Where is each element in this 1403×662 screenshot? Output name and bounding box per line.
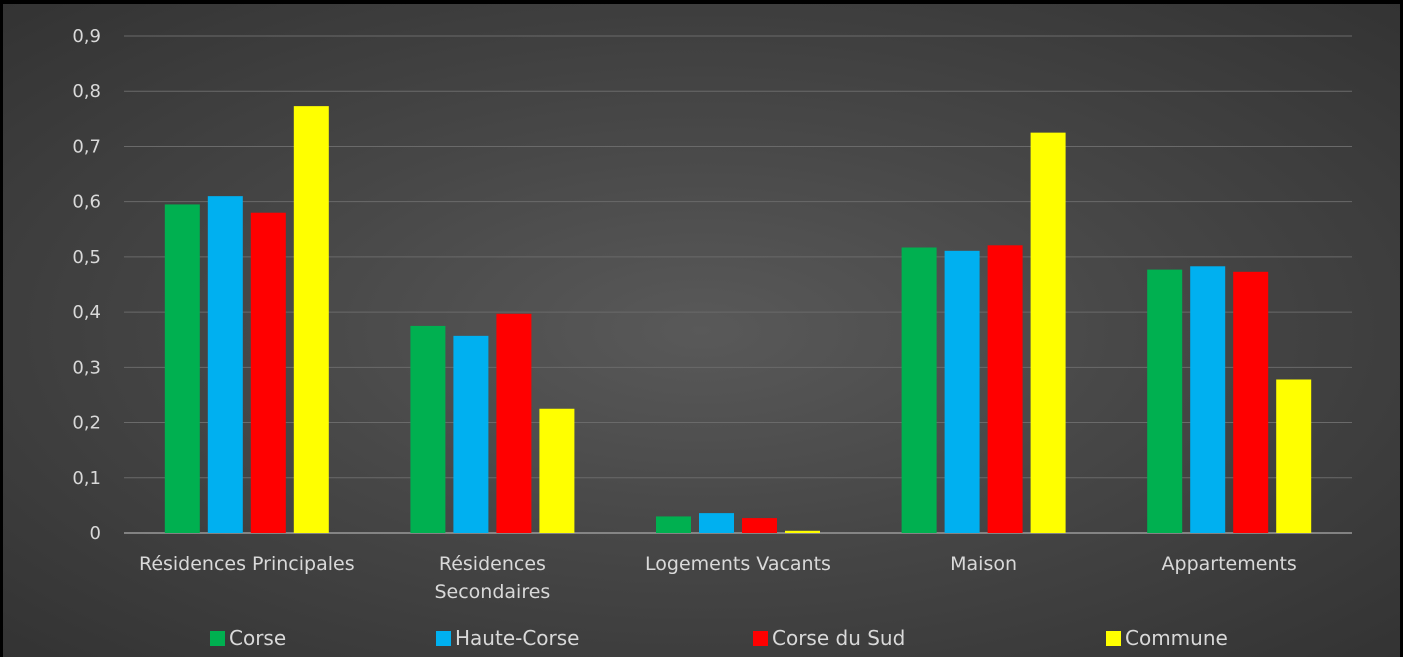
legend-label: Haute-Corse bbox=[455, 626, 579, 650]
legend-swatch bbox=[753, 631, 768, 646]
bar-commune bbox=[293, 106, 329, 533]
bar-chart: 0 0,1 0,2 0,3 0,4 0,5 0,6 0,7 0,8 0,9 Résidences … bbox=[72, 26, 1352, 650]
legend-label: Corse bbox=[229, 626, 286, 650]
y-tick-label: 0,4 bbox=[72, 302, 101, 323]
legend-swatch bbox=[436, 631, 451, 646]
bar-corse bbox=[410, 325, 446, 533]
legend-item-commune: Commune bbox=[1106, 626, 1228, 650]
bar-corse-du-sud bbox=[742, 518, 777, 533]
y-tick-label: 0,5 bbox=[72, 247, 101, 268]
x-tick-label: Résidences Secondaires bbox=[434, 553, 550, 603]
bar-commune bbox=[1276, 379, 1312, 533]
legend-swatch bbox=[1106, 631, 1121, 646]
x-tick-label: Maison bbox=[950, 553, 1017, 575]
bar-commune bbox=[539, 408, 575, 533]
x-tick-label: Appartements bbox=[1162, 553, 1297, 575]
y-tick-label: 0,3 bbox=[72, 357, 101, 378]
legend-swatch bbox=[210, 631, 225, 646]
bar-corse-du-sud bbox=[250, 212, 286, 533]
y-tick-label: 0 bbox=[90, 523, 101, 544]
y-tick-label: 0,7 bbox=[72, 136, 101, 157]
bar-corse-du-sud bbox=[496, 313, 532, 533]
legend: Corse Haute-Corse Corse du Sud Commune bbox=[210, 626, 1228, 650]
x-axis-labels: Résidences Principales Résidences Secondai… bbox=[139, 553, 1297, 603]
y-tick-label: 0,9 bbox=[72, 26, 101, 47]
y-axis-ticks: 0 0,1 0,2 0,3 0,4 0,5 0,6 0,7 0,8 0,9 bbox=[72, 26, 101, 544]
y-tick-label: 0,8 bbox=[72, 81, 101, 102]
legend-label: Corse du Sud bbox=[772, 626, 905, 650]
bar-haute-corse bbox=[699, 513, 734, 533]
bar-corse-du-sud bbox=[987, 245, 1023, 533]
y-tick-label: 0,2 bbox=[72, 413, 101, 434]
bar-commune bbox=[1030, 132, 1066, 533]
bar-haute-corse bbox=[944, 250, 980, 533]
bar-haute-corse bbox=[453, 335, 489, 533]
bar-haute-corse bbox=[1190, 266, 1226, 533]
y-tick-label: 0,6 bbox=[72, 192, 101, 213]
legend-item-corse-du-sud: Corse du Sud bbox=[753, 626, 905, 650]
bar-haute-corse bbox=[207, 196, 243, 533]
bar-corse bbox=[901, 247, 937, 534]
bar-commune bbox=[785, 530, 820, 533]
x-tick-label: Logements Vacants bbox=[645, 553, 831, 575]
bars bbox=[164, 106, 1312, 534]
legend-item-haute-corse: Haute-Corse bbox=[436, 626, 579, 650]
bar-corse bbox=[656, 516, 691, 533]
bar-corse bbox=[1147, 269, 1183, 533]
legend-item-corse: Corse bbox=[210, 626, 286, 650]
bar-corse-du-sud bbox=[1233, 271, 1269, 533]
bar-corse bbox=[164, 204, 200, 533]
legend-label: Commune bbox=[1125, 626, 1228, 650]
x-tick-label: Résidences Principales bbox=[139, 553, 355, 575]
y-tick-label: 0,1 bbox=[72, 468, 101, 489]
